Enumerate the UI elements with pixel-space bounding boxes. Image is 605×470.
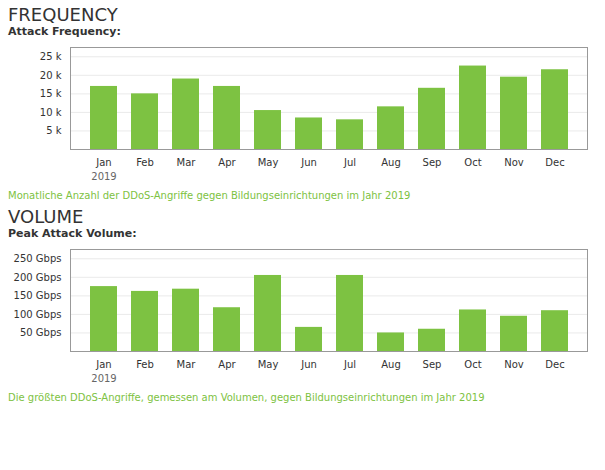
html-text:Die größten DDoS-Angriffe, gem: Die größten DDoS-Angriffe, gemessen am V… (8, 392, 485, 403)
svg-text:Dec: Dec (545, 157, 564, 168)
svg-text:Jul: Jul (343, 157, 356, 168)
svg-text:15 k: 15 k (40, 88, 62, 99)
svg-text:Mar: Mar (177, 359, 197, 370)
svg-text:Jul: Jul (343, 359, 356, 370)
svg-text:Jan: Jan (95, 359, 111, 370)
svg-text:Sep: Sep (423, 157, 442, 168)
svg-text:Jun: Jun (300, 359, 317, 370)
svg-text:50 Gbps: 50 Gbps (20, 327, 62, 338)
svg-text:Nov: Nov (504, 359, 524, 370)
svg-text:Oct: Oct (464, 157, 481, 168)
svg-text:Aug: Aug (381, 157, 401, 168)
svg-text:2019: 2019 (91, 171, 116, 182)
html-text:VOLUME: VOLUME (8, 206, 84, 227)
svg-text:Aug: Aug (381, 359, 401, 370)
svg-text:Feb: Feb (136, 359, 154, 370)
html-text:Monatliche Anzahl der DDoS-Ang: Monatliche Anzahl der DDoS-Angriffe gege… (8, 190, 411, 201)
svg-text:May: May (258, 359, 279, 370)
svg-text:10 k: 10 k (40, 107, 62, 118)
svg-text:100 Gbps: 100 Gbps (14, 309, 62, 320)
svg-text:250 Gbps: 250 Gbps (14, 253, 62, 264)
svg-text:Dec: Dec (545, 359, 564, 370)
svg-text:Jan: Jan (95, 157, 111, 168)
svg-text:Oct: Oct (464, 359, 481, 370)
html-text:FREQUENCY: FREQUENCY (8, 4, 118, 25)
html-text:Attack Frequency:: Attack Frequency: (8, 25, 121, 38)
svg-text:Jun: Jun (300, 157, 317, 168)
svg-text:2019: 2019 (91, 373, 116, 384)
svg-text:Nov: Nov (504, 157, 524, 168)
svg-text:Mar: Mar (177, 157, 197, 168)
svg-text:25 k: 25 k (40, 51, 62, 62)
svg-text:Apr: Apr (218, 359, 236, 370)
svg-text:20 k: 20 k (40, 70, 62, 81)
svg-text:200 Gbps: 200 Gbps (14, 272, 62, 283)
svg-text:Feb: Feb (136, 157, 154, 168)
svg-text:May: May (258, 157, 279, 168)
svg-text:5 k: 5 k (46, 125, 62, 136)
svg-text:Apr: Apr (218, 157, 236, 168)
svg-text:150 Gbps: 150 Gbps (14, 290, 62, 301)
html-text:Peak Attack Volume:: Peak Attack Volume: (8, 227, 137, 240)
svg-text:Sep: Sep (423, 359, 442, 370)
